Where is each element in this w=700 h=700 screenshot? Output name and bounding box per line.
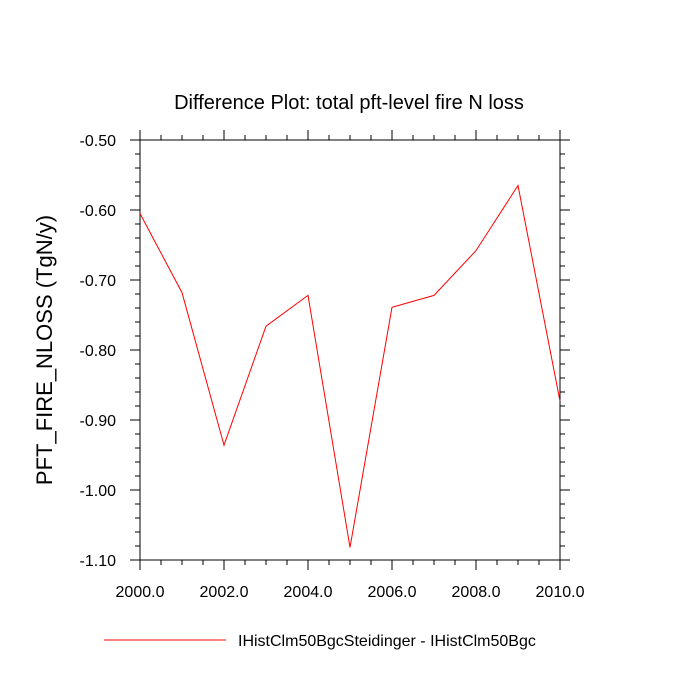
plot-frame <box>139 139 561 561</box>
y-tick-label: -0.90 <box>80 413 117 430</box>
x-tick-label: 2008.0 <box>452 584 501 601</box>
y-tick-label: -0.50 <box>80 133 117 150</box>
series-line-0 <box>139 184 561 548</box>
y-tick-label: -1.10 <box>80 553 117 570</box>
x-tick-label: 2002.0 <box>200 584 249 601</box>
legend-label: IHistClm50BgcSteidinger - IHistClm50Bgc <box>238 633 536 650</box>
y-tick-labels: -0.50 -0.60 -0.70 -0.80 -0.90 -1.00 -1.10 <box>80 133 117 570</box>
y-tick-label: -0.80 <box>80 343 117 360</box>
x-tick-label: 2004.0 <box>284 584 333 601</box>
y-axis-label: PFT_FIRE_NLOSS (TgN/y) <box>32 215 57 485</box>
y-tick-label: -0.60 <box>80 203 117 220</box>
series-layer <box>139 184 561 548</box>
chart-title: Difference Plot: total pft-level fire N … <box>174 92 524 114</box>
x-tick-labels: 2000.0 2002.0 2004.0 2006.0 2008.0 2010.0 <box>116 584 585 601</box>
y-tick-label: -1.00 <box>80 483 117 500</box>
x-tick-label: 2000.0 <box>116 584 165 601</box>
x-tick-label: 2010.0 <box>536 584 585 601</box>
legend: IHistClm50BgcSteidinger - IHistClm50Bgc <box>104 633 536 650</box>
x-tick-label: 2006.0 <box>368 584 417 601</box>
axis-ticks <box>130 130 570 570</box>
y-tick-label: -0.70 <box>80 273 117 290</box>
